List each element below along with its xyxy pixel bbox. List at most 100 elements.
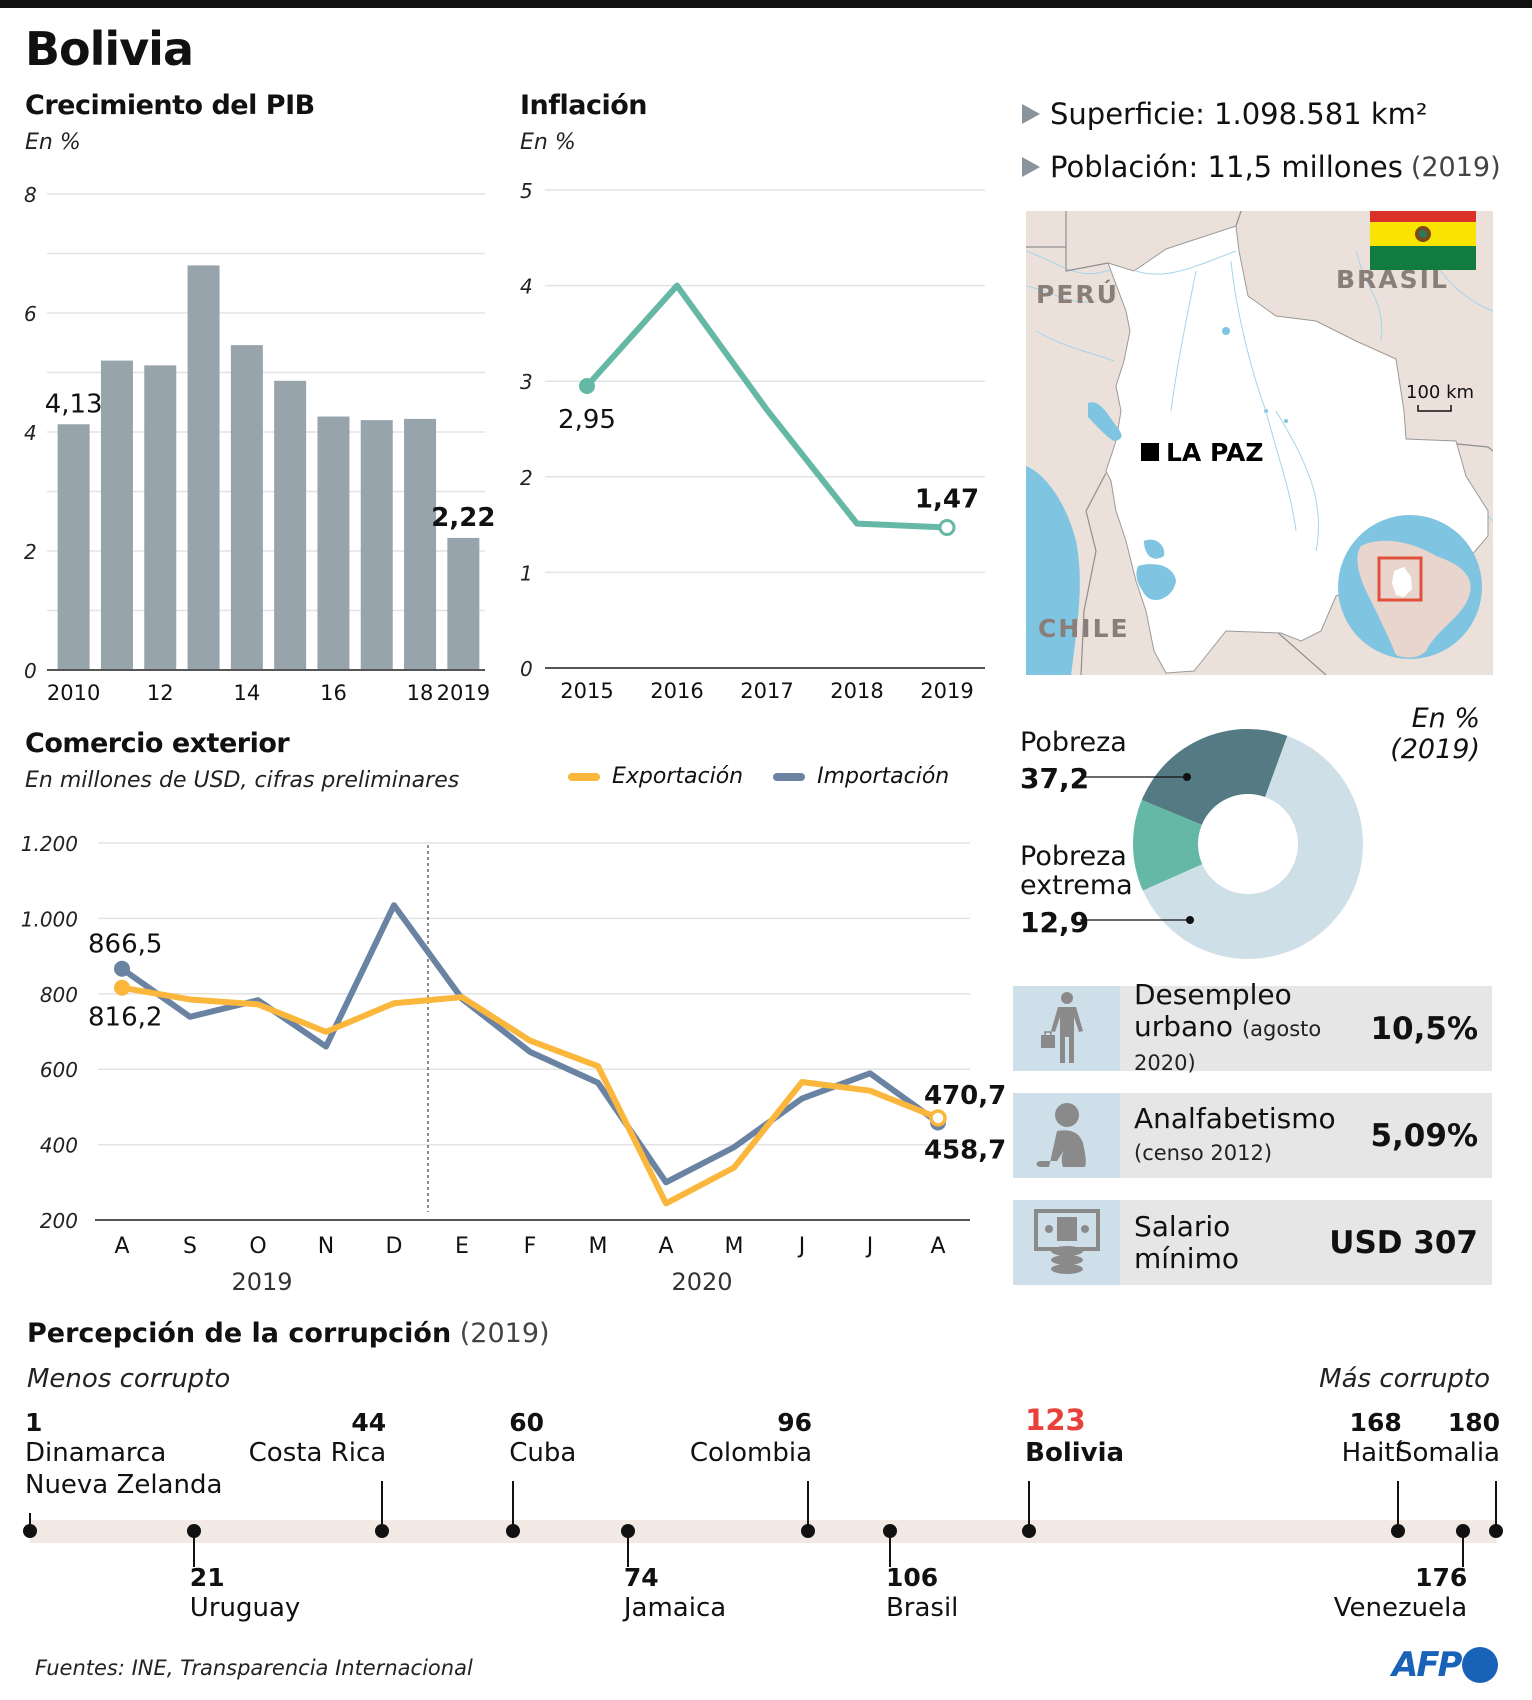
timeline-country: Dinamarca: [25, 1438, 167, 1468]
legend-import-label: Importación: [817, 764, 950, 789]
export-label-first: 816,2: [88, 1003, 162, 1033]
gdp-title: Crecimiento del PIB: [25, 90, 315, 121]
indicator-label-line1: Analfabetismo: [1134, 1101, 1336, 1135]
timeline-country: Somalia: [1395, 1438, 1500, 1468]
extreme-poverty-label-line1: Pobreza: [1020, 841, 1127, 872]
y-tick-label: 2: [24, 540, 37, 564]
more-corrupt-label: Más corrupto: [1319, 1364, 1490, 1394]
bar-2010: [57, 424, 90, 670]
x-tick-label: S: [183, 1234, 197, 1259]
timeline-rank: 123: [1025, 1403, 1086, 1437]
timeline-rank: 180: [1447, 1408, 1500, 1437]
x-tick-label: A: [930, 1234, 945, 1259]
trade-line-chart: 200 400 600 800 1.000 1.200 A S O N D E F M A M J J A 2019 2…: [21, 832, 1007, 1296]
y-tick-label: 600: [40, 1058, 78, 1082]
trade-legend: Exportación Importación: [568, 764, 949, 789]
y-tick-label: 1.200: [21, 832, 78, 856]
export-label-last: 470,7: [924, 1081, 1006, 1111]
indicator-note: (censo 2012): [1134, 1140, 1273, 1165]
timeline-dot: [23, 1524, 37, 1538]
population-fact: Población: 11,5 millones (2019): [1022, 150, 1501, 184]
timeline-entry-brasil: 106 Brasil: [886, 1563, 958, 1624]
indicator-label-line2: mínimo: [1134, 1241, 1239, 1275]
less-corrupt-label: Menos corrupto: [27, 1364, 231, 1394]
timeline-entry-jamaica: 74 Jamaica: [624, 1563, 726, 1624]
data-label-last: 1,47: [915, 484, 979, 514]
bar-2017: [360, 420, 393, 670]
lakes: [1088, 327, 1288, 601]
inflation-subtitle: En %: [520, 130, 576, 155]
timeline-rank: 168: [1349, 1408, 1402, 1437]
area-fact-text: Superficie: 1.098.581 km²: [1050, 97, 1428, 131]
legend-import-swatch: [773, 772, 806, 781]
export-point-last: [929, 1109, 947, 1127]
x-tick-label: 2015: [560, 679, 613, 703]
x-tick-label: A: [658, 1234, 673, 1259]
x-tick-label: 2016: [650, 679, 703, 703]
x-tick-label: 2018: [830, 679, 883, 703]
bar-2015: [274, 380, 307, 670]
donut-unit-text: En %: [1411, 703, 1480, 734]
legend-export-label: Exportación: [612, 764, 744, 789]
y-tick-label: 0: [520, 657, 533, 681]
extreme-poverty-value: 12,9: [1020, 906, 1090, 939]
bar-2012: [144, 365, 177, 670]
population-fact-text: Población: 11,5 millones: [1050, 150, 1403, 184]
import-label-last: 458,7: [924, 1135, 1006, 1165]
reading-person-icon: [1013, 1093, 1120, 1178]
afp-logo: AFP: [1392, 1645, 1499, 1685]
bar-2016: [317, 416, 350, 670]
population-year: (2019): [1410, 151, 1501, 183]
data-label-first: 2,95: [558, 405, 616, 435]
timeline-rank: 74: [623, 1563, 659, 1592]
donut-slice-extreme-poverty: [1133, 799, 1203, 891]
indicator-minimum-wage: Salario mínimo USD 307: [1013, 1200, 1492, 1285]
indicator-label: Salario mínimo: [1120, 1210, 1329, 1275]
timeline-entry-uruguay: 21 Uruguay: [190, 1563, 301, 1624]
gdp-bar-chart: 0 2 4 6 8 2010 12 14 16 18 2019 4,13 2,22: [24, 183, 495, 705]
timeline-rank: 96: [777, 1408, 813, 1437]
bar-2011: [100, 360, 133, 670]
x-tick-label: M: [589, 1234, 608, 1259]
x-tick-label: 2019: [437, 681, 490, 705]
timeline-stem: [807, 1481, 810, 1531]
x-tick-label: N: [318, 1234, 334, 1259]
triangle-bullet-icon: [1022, 104, 1040, 124]
bar-2014: [230, 345, 263, 670]
timeline-entry-costa-rica: 44 Costa Rica: [249, 1408, 387, 1469]
timeline-country: Brasil: [885, 1593, 959, 1623]
sources: Fuentes: INE, Transparencia Internaciona…: [35, 1656, 473, 1680]
scale-bar: [1417, 405, 1452, 412]
donut-slice-poverty: [1141, 729, 1288, 825]
inflation-title: Inflación: [520, 90, 648, 121]
x-tick-label: 12: [147, 681, 174, 705]
indicator-value: 5,09%: [1370, 1117, 1478, 1154]
timeline-entry-bolivia: 123 Bolivia: [1025, 1403, 1124, 1469]
afp-logo-text: AFP: [1392, 1645, 1462, 1685]
pacific-ocean: [1026, 466, 1080, 675]
timeline-stem: [888, 1531, 891, 1567]
triangle-bullet-icon: [1022, 157, 1040, 177]
data-label-first: 4,13: [45, 389, 103, 419]
year-label-2019: 2019: [231, 1268, 292, 1296]
x-tick-label: 14: [233, 681, 260, 705]
inflation-line-chart: 0 1 2 3 4 5 2015 2016 2017 2018 2019 2,95 1,47: [520, 179, 985, 703]
import-label-first: 866,5: [88, 930, 162, 960]
corruption-heading: Percepción de la corrupción (2019): [27, 1318, 550, 1349]
timeline-stem: [1462, 1531, 1465, 1567]
poverty-donut-chart: [1080, 729, 1363, 959]
donut-year: (2019): [1390, 734, 1480, 765]
bolivia-rivers: [1135, 250, 1320, 552]
timeline-dot: [506, 1524, 521, 1538]
import-point-first: [114, 960, 130, 977]
x-tick-label: 18: [407, 681, 434, 705]
timeline-country: Uruguay: [189, 1593, 301, 1623]
extreme-poverty-leader-dot: [1186, 916, 1194, 924]
bolivia-flag-icon: [1370, 211, 1476, 270]
money-icon: [1013, 1200, 1120, 1285]
salar: [1136, 564, 1176, 601]
poverty-value: 37,2: [1020, 762, 1090, 795]
indicator-note: (agosto 2020): [1134, 1016, 1322, 1075]
corruption-year: (2019): [459, 1318, 550, 1349]
y-tick-label: 2: [520, 466, 533, 490]
